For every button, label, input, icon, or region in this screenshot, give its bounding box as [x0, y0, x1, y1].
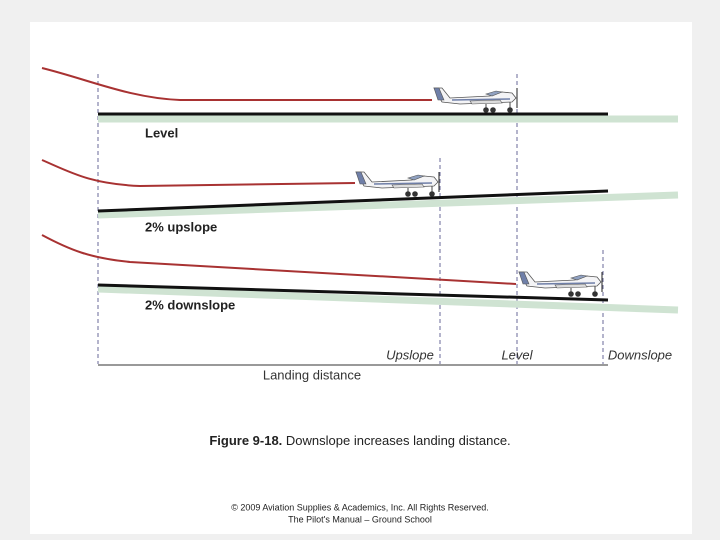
marker-label: Level: [501, 347, 533, 362]
runway: [97, 283, 609, 302]
footer: © 2009 Aviation Supplies & Academics, In…: [231, 502, 489, 512]
row-label: 2% upslope: [145, 219, 217, 234]
caption-number: Figure 9-18.: [209, 433, 282, 448]
flight-path: [41, 234, 517, 285]
flight-path: [41, 159, 356, 188]
flight-path: [41, 67, 432, 101]
row-label: Level: [145, 125, 178, 140]
axis-label: Landing distance: [263, 367, 361, 382]
marker-label: Upslope: [386, 347, 434, 362]
caption: Figure 9-18. Downslope increases landing…: [209, 433, 510, 448]
runway: [97, 189, 609, 213]
runway-shade: [97, 191, 679, 219]
runway-shade: [97, 285, 679, 314]
row-label: 2% downslope: [145, 297, 235, 312]
footer: The Pilot's Manual – Ground School: [288, 514, 432, 524]
marker-label: Downslope: [608, 347, 672, 362]
caption-text: Downslope increases landing distance.: [286, 433, 511, 448]
